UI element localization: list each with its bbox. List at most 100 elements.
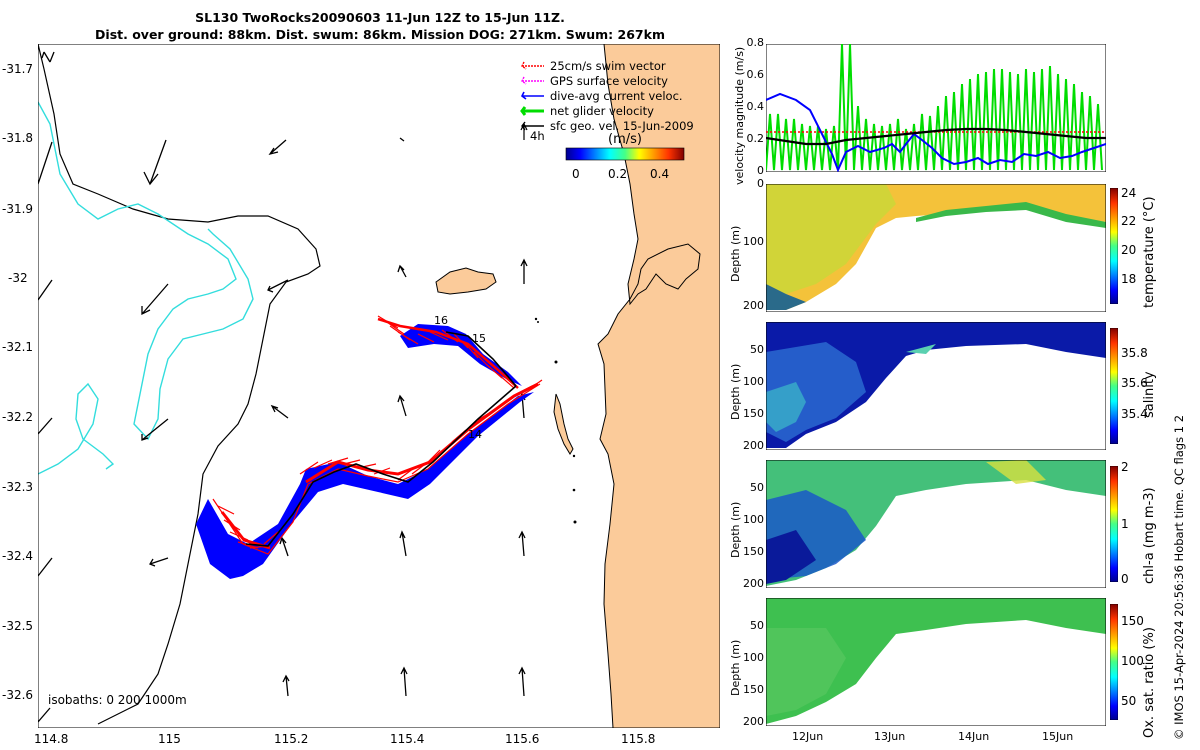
depth-tick: 200 [743,577,764,590]
legend-net: net glider velocity [520,104,654,118]
cbar-tick: 150 [1121,614,1144,628]
rottnest-island [435,267,497,295]
cbar-tick: 22 [1121,214,1137,228]
chla-cbar-label: chl-a (mg m-3) [1142,487,1157,584]
svg-text:net glider velocity: net glider velocity [550,104,654,118]
time-tick: 13Jun [874,730,906,743]
lat-tick: -31.8 [2,131,34,145]
cbar-tick-02: 0.2 [608,167,627,181]
oxygen-colorbar [1109,603,1119,721]
salinity-cbar-label: salinity [1142,371,1157,418]
depth-tick: 150 [743,545,764,558]
map-panel[interactable]: 16 15 14 25cm/s swim vector GPS surface … [37,43,721,729]
vel-tick: 0.4 [746,100,765,113]
copyright-note: © IMOS 15-Apr-2024 20:56:36 Hobart time.… [1172,414,1186,740]
svg-text:GPS surface velocity: GPS surface velocity [550,74,668,88]
depth-tick: 50 [750,481,764,494]
legend-current: dive-avg current veloc. [520,89,683,103]
isobath-1000m-south [37,382,115,475]
legend-swim: 25cm/s swim vector [521,59,666,73]
salinity-depth-label: Depth (m) [729,363,742,420]
velocity-panel[interactable] [765,43,1107,173]
lat-tick: -31.7 [2,62,34,76]
legend-gps: GPS surface velocity [521,74,668,88]
geostrophic-velocity-arrows [37,51,528,723]
lon-axis: 114.8 115 115.2 115.4 115.6 115.8 [0,732,720,750]
cbar-tick: 18 [1121,272,1137,286]
cbar-tick: 1 [1121,517,1129,531]
temperature-section[interactable] [765,183,1107,313]
lat-tick: -32.4 [2,549,34,563]
depth-tick: 50 [750,619,764,632]
cbar-tick: 35.8 [1121,346,1148,360]
velocity-ylabel: velocity magnitude (m/s) [733,46,746,185]
scale-arrow-label: 4h [530,129,545,143]
lon-tick: 115.8 [621,732,656,746]
temp-depth-label: Depth (m) [729,225,742,282]
depth-tick: 0 [757,177,764,190]
vel-tick: 0 [757,164,764,177]
depth-tick: 100 [743,513,764,526]
lat-tick: -32.2 [2,410,34,424]
net-path-north [445,331,517,387]
depth-tick: 100 [743,651,764,664]
map-legend: 25cm/s swim vector GPS surface velocity … [520,59,694,147]
chla-section[interactable] [765,459,1107,589]
cbar-tick-0: 0 [572,167,580,181]
lat-tick: -32.1 [2,340,34,354]
scale-arrow [520,122,528,140]
svg-text:dive-avg current veloc.: dive-avg current veloc. [550,89,683,103]
map-canvas: 16 15 14 25cm/s swim vector GPS surface … [37,43,721,729]
current-track-north [400,324,522,386]
figure-title-line2: Dist. over ground: 88km. Dist. swum: 86k… [95,27,665,42]
colorbar-unit: (m/s) [608,132,642,147]
net-path [245,385,517,547]
chla-depth-label: Depth (m) [729,501,742,558]
svg-text:sfc geo. vel. 15-Jun-2009: sfc geo. vel. 15-Jun-2009 [550,119,694,133]
current-speed-line [765,92,1107,173]
lon-tick: 115.2 [274,732,309,746]
lat-tick: -32.3 [2,480,34,494]
waypoint-16: 16 [434,314,448,327]
chla-field [765,459,1107,589]
depth-tick: 200 [743,715,764,728]
land-mass [597,43,721,729]
temp-depth-ticks: 0 100 200 [743,177,764,317]
vel-tick: 0.6 [746,68,765,81]
cbar-tick: 0 [1121,572,1129,586]
isobaths-label: isobaths: 0 200 1000m [48,693,187,707]
reef-dots [534,317,577,524]
garden-island [553,393,574,455]
lat-tick: -31.9 [2,202,34,216]
oxygen-section[interactable] [765,597,1107,727]
cbar-tick: 100 [1121,654,1144,668]
salinity-field [765,321,1107,451]
cbar-tick: 2 [1121,460,1129,474]
velocity-plot [765,43,1107,173]
isobath-200m [37,43,321,725]
lat-tick: -32.5 [2,619,34,633]
salinity-colorbar [1109,327,1119,445]
oxygen-field [765,597,1107,727]
depth-tick: 200 [743,439,764,452]
depth-tick: 100 [743,235,764,248]
lon-tick: 115.4 [390,732,425,746]
lat-axis: -31.7 -31.8 -31.9 -32 -32.1 -32.2 -32.3 … [0,44,36,734]
cbar-tick: 20 [1121,243,1137,257]
time-tick: 12Jun [792,730,824,743]
cbar-tick: 24 [1121,186,1137,200]
waypoint-15: 15 [472,332,486,345]
salinity-section[interactable] [765,321,1107,451]
cbar-tick: 50 [1121,694,1137,708]
figure-title-line1: SL130 TwoRocks20090603 11-Jun 12Z to 15-… [195,10,565,25]
swim-vectors [212,315,543,555]
chla-colorbar [1109,465,1119,583]
lat-tick: -32.6 [2,688,34,702]
waypoint-14: 14 [468,428,482,441]
vel-tick: 0.2 [746,132,765,145]
lon-tick: 115.6 [505,732,540,746]
depth-tick: 150 [743,407,764,420]
net-velocity-line [765,43,1103,171]
depth-tick: 200 [743,299,764,312]
lat-tick: -32 [8,271,28,285]
